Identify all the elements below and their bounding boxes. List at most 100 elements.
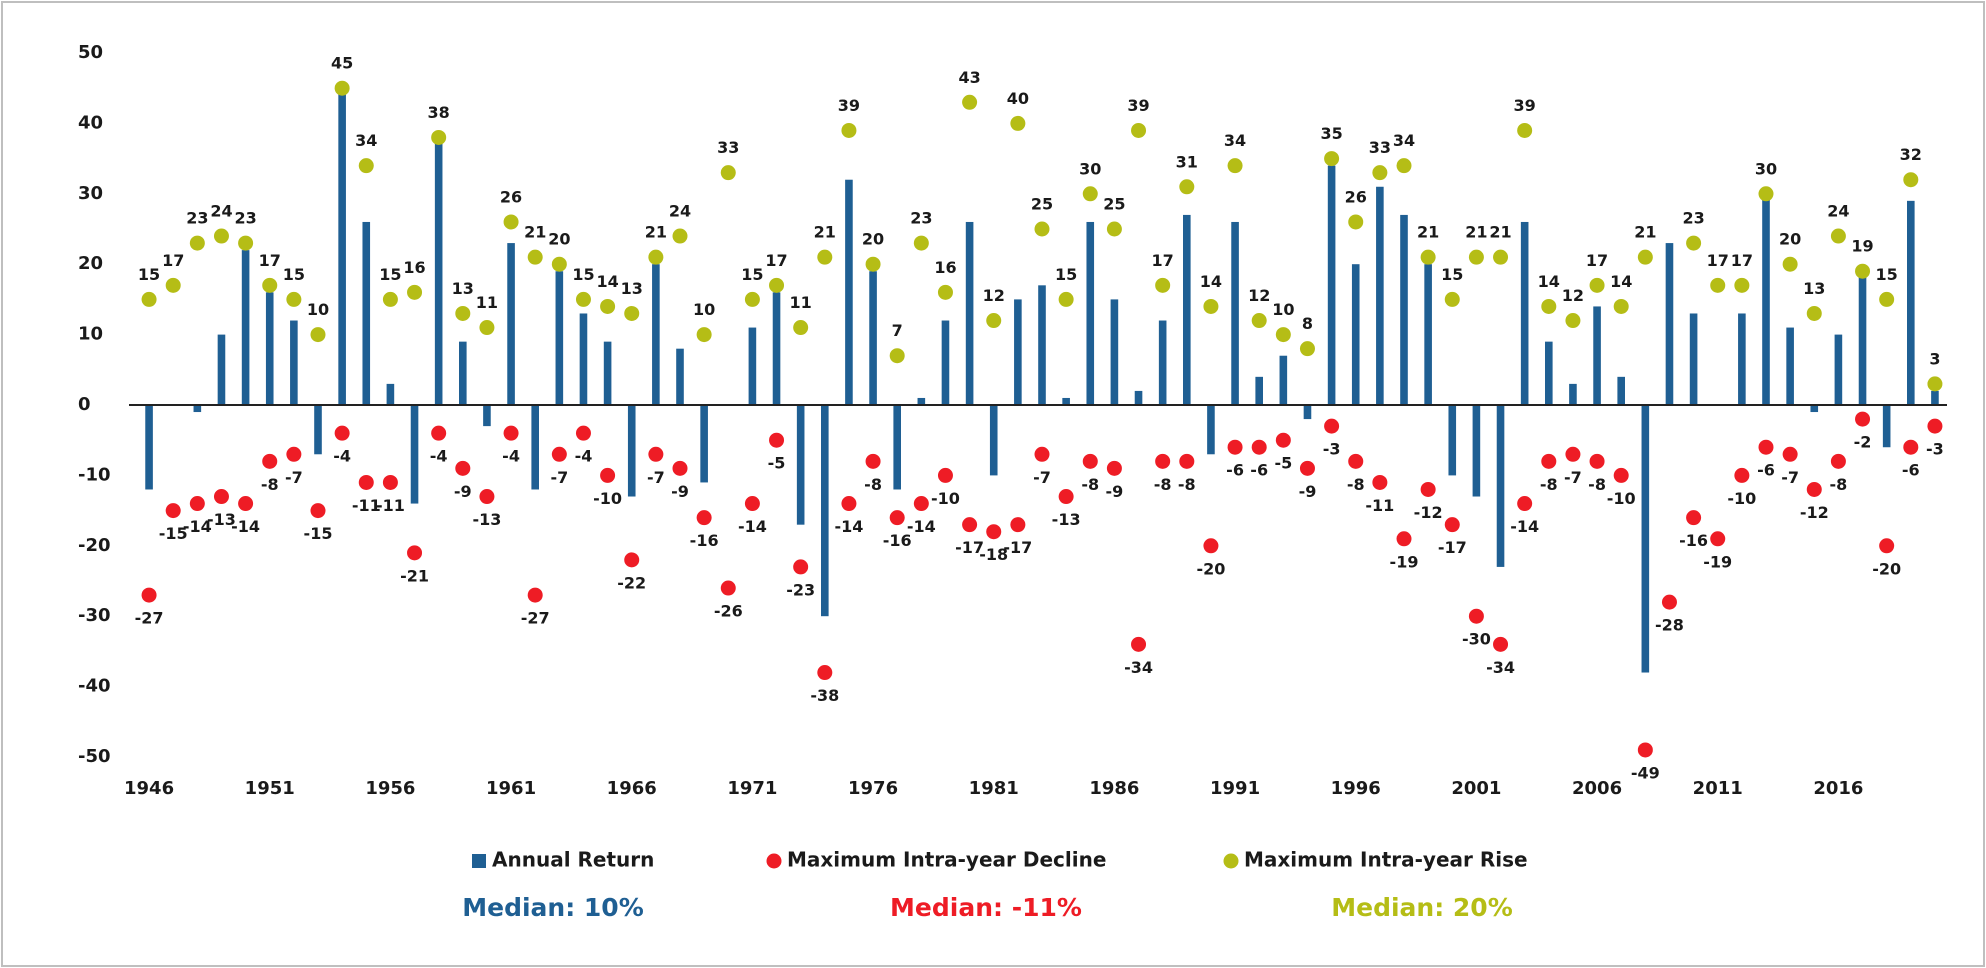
dot xyxy=(1830,453,1846,469)
data-label: -8 xyxy=(261,475,279,494)
data-label: -16 xyxy=(690,531,719,550)
data-label: 34 xyxy=(355,131,377,150)
dot xyxy=(1830,228,1846,244)
dot xyxy=(1758,439,1774,455)
dot xyxy=(744,496,760,512)
dot xyxy=(189,235,205,251)
data-label: -26 xyxy=(714,602,743,621)
data-label: 23 xyxy=(186,209,208,228)
data-label: -10 xyxy=(1607,489,1636,508)
dot xyxy=(238,496,254,512)
dot xyxy=(1420,481,1436,497)
bar xyxy=(1183,214,1191,405)
data-label: 12 xyxy=(983,286,1005,305)
dot xyxy=(334,80,350,96)
data-label: -3 xyxy=(1926,440,1944,459)
bar xyxy=(1545,341,1553,405)
data-label: -3 xyxy=(1323,440,1341,459)
bar xyxy=(1834,334,1843,405)
data-label: 15 xyxy=(1876,265,1898,284)
dot xyxy=(696,327,712,343)
dot xyxy=(1637,249,1653,265)
dot xyxy=(1686,510,1702,526)
dot xyxy=(1251,313,1267,329)
dot xyxy=(551,256,567,272)
dot xyxy=(1541,298,1557,314)
dot xyxy=(865,453,881,469)
dot xyxy=(1010,115,1026,131)
x-tick-label: 2016 xyxy=(1813,778,1863,799)
data-label: -11 xyxy=(1365,496,1394,515)
dot xyxy=(1589,453,1605,469)
data-label: 21 xyxy=(814,223,836,242)
data-label: 11 xyxy=(790,293,812,312)
data-label: -5 xyxy=(1274,454,1292,473)
dot xyxy=(1686,235,1702,251)
dot xyxy=(1710,531,1726,547)
data-label: 13 xyxy=(1803,279,1825,298)
dot xyxy=(1565,313,1581,329)
data-label: -13 xyxy=(472,510,501,529)
data-label: -14 xyxy=(907,517,936,536)
data-label: -7 xyxy=(1564,468,1582,487)
dot xyxy=(1758,186,1774,202)
bar xyxy=(1641,405,1650,673)
dot xyxy=(286,291,302,307)
dot xyxy=(1444,517,1460,533)
dot xyxy=(889,348,905,364)
bar xyxy=(290,320,298,405)
bar xyxy=(1279,355,1288,405)
data-label: 23 xyxy=(1682,209,1704,228)
bar xyxy=(869,271,877,405)
dot xyxy=(1275,432,1291,448)
dot xyxy=(310,327,326,343)
data-label: 23 xyxy=(910,209,932,228)
bar xyxy=(1786,327,1794,405)
bar xyxy=(531,405,539,490)
x-tick-label: 1981 xyxy=(969,778,1019,799)
dot xyxy=(527,587,543,603)
dot xyxy=(503,425,519,441)
legend-swatch xyxy=(1223,853,1239,869)
y-tick-label: 20 xyxy=(78,253,103,274)
dot xyxy=(1541,453,1557,469)
bar xyxy=(434,137,443,406)
x-tick-label: 1976 xyxy=(848,778,898,799)
dot xyxy=(1155,277,1171,293)
data-label: -7 xyxy=(1781,468,1799,487)
dot xyxy=(600,467,616,483)
data-label: -7 xyxy=(647,468,665,487)
data-label: -18 xyxy=(979,545,1008,564)
bar xyxy=(193,405,202,413)
legend-label: Annual Return xyxy=(492,848,654,872)
dot xyxy=(841,496,857,512)
data-label: -4 xyxy=(430,447,448,466)
data-label: -6 xyxy=(1902,461,1920,480)
bar xyxy=(917,397,926,405)
dot xyxy=(1589,277,1605,293)
bar xyxy=(145,405,153,490)
dot xyxy=(262,277,278,293)
dot xyxy=(1806,305,1822,321)
bar xyxy=(1882,405,1891,448)
data-label: 14 xyxy=(1200,272,1222,291)
dot xyxy=(624,552,640,568)
data-label: -20 xyxy=(1872,559,1901,578)
data-label: 23 xyxy=(234,209,256,228)
data-label: 30 xyxy=(1079,159,1101,178)
bar xyxy=(1931,390,1939,405)
data-label: -34 xyxy=(1124,658,1153,677)
bar xyxy=(1617,376,1625,405)
data-label: -8 xyxy=(1081,475,1099,494)
data-label: -27 xyxy=(521,609,550,628)
bar xyxy=(1858,271,1867,405)
bar xyxy=(1569,383,1577,405)
data-label: 8 xyxy=(1302,314,1313,333)
dot xyxy=(1734,277,1750,293)
dot xyxy=(962,94,978,110)
dot xyxy=(479,320,495,336)
dot xyxy=(744,291,760,307)
dot xyxy=(527,249,543,265)
dot xyxy=(1324,418,1340,434)
